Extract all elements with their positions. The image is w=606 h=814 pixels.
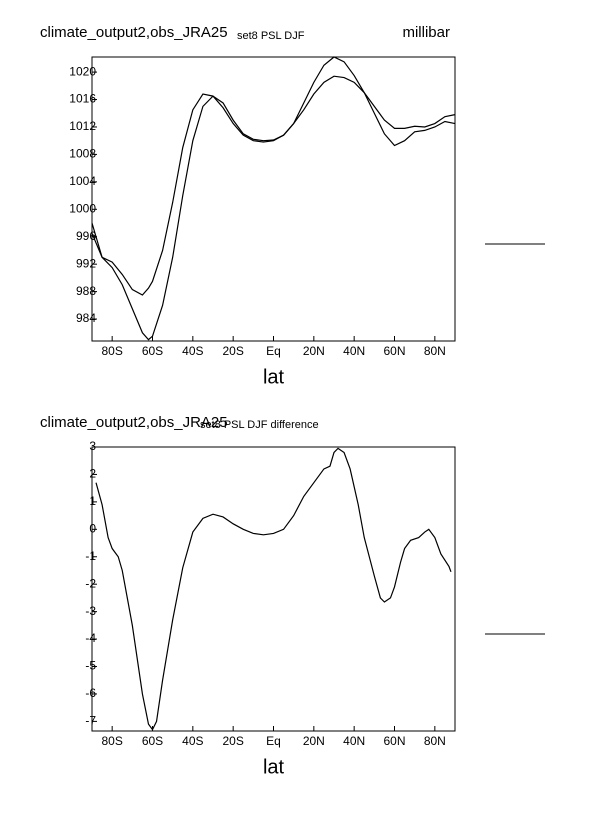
y-tick-label: 1016	[69, 92, 96, 106]
x-tick-label: 80N	[424, 344, 446, 358]
y-tick-label: 988	[76, 284, 96, 298]
x-tick-label: 80S	[101, 734, 122, 748]
x-tick-label: 40S	[182, 734, 203, 748]
y-tick-label: 1000	[69, 201, 96, 215]
data-line	[95, 447, 452, 731]
data-line	[91, 75, 456, 296]
x-tick-label: 60S	[142, 734, 163, 748]
y-tick-label: 992	[76, 256, 96, 270]
x-tick-label: 20S	[222, 344, 243, 358]
y-tick-label: -6	[85, 686, 96, 700]
plot-frame	[91, 56, 456, 342]
chart-subtitle: set8 PSL DJF difference	[200, 419, 319, 431]
chart-title: climate_output2,obs_JRA25	[40, 24, 228, 41]
y-tick-label: 996	[76, 229, 96, 243]
y-tick-label: 2	[89, 467, 96, 481]
y-tick-label: 1008	[69, 147, 96, 161]
y-tick-label: 1020	[69, 64, 96, 78]
x-tick-label: Eq	[266, 734, 281, 748]
y-tick-label: -1	[85, 549, 96, 563]
y-tick-label: 0	[89, 521, 96, 535]
x-tick-label: Eq	[266, 344, 281, 358]
x-tick-label: 40N	[343, 734, 365, 748]
y-tick-label: -3	[85, 604, 96, 618]
x-tick-label: 20N	[303, 734, 325, 748]
y-tick-label: 1004	[69, 174, 96, 188]
y-tick-label: 984	[76, 311, 96, 325]
x-axis-title: lat	[263, 366, 285, 388]
data-line	[91, 56, 456, 341]
y-tick-label: -2	[85, 576, 96, 590]
x-tick-label: 80S	[101, 344, 122, 358]
x-axis-title: lat	[263, 756, 285, 778]
y-tick-label: 1012	[69, 119, 96, 133]
units-label: millibar	[402, 24, 450, 41]
y-tick-label: -4	[85, 631, 96, 645]
y-tick-label: 3	[89, 439, 96, 453]
chart-title: climate_output2,obs_JRA25	[40, 414, 228, 431]
x-tick-label: 60S	[142, 344, 163, 358]
y-tick-label: 1	[89, 494, 96, 508]
y-tick-label: -7	[85, 714, 96, 728]
plot-frame	[91, 446, 456, 732]
x-tick-label: 40N	[343, 344, 365, 358]
x-tick-label: 60N	[383, 734, 405, 748]
x-tick-label: 40S	[182, 344, 203, 358]
x-tick-label: 20N	[303, 344, 325, 358]
x-tick-label: 60N	[383, 344, 405, 358]
chart-subtitle: set8 PSL DJF	[237, 30, 305, 42]
x-tick-label: 20S	[222, 734, 243, 748]
x-tick-label: 80N	[424, 734, 446, 748]
y-tick-label: -5	[85, 659, 96, 673]
